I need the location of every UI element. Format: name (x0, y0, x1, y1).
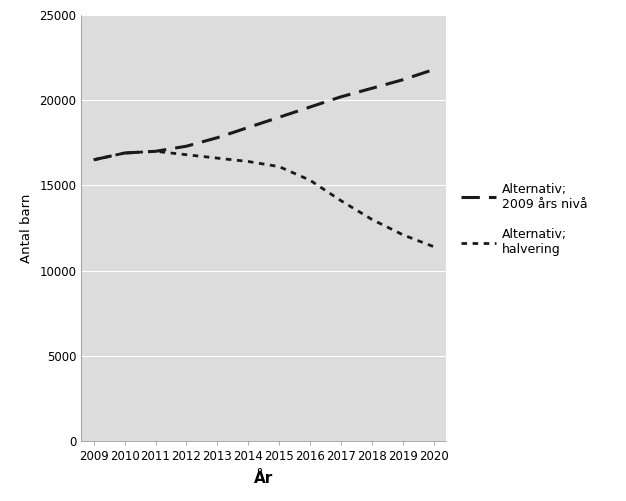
Alternativ;
2009 års nivå (275, 114, 283, 120)
Alternativ;
2009 års nivå (368, 85, 376, 91)
Alternativ;
halvering (430, 243, 438, 249)
Alternativ;
halvering (213, 155, 221, 161)
Alternativ;
halvering (275, 164, 283, 170)
Alternativ;
halvering (121, 150, 128, 156)
Alternativ;
halvering (399, 232, 406, 238)
Alternativ;
halvering (337, 198, 345, 204)
Alternativ;
halvering (368, 216, 376, 222)
Alternativ;
2009 års nivå (90, 157, 98, 163)
Alternativ;
2009 års nivå (151, 148, 159, 154)
X-axis label: År: År (254, 471, 274, 486)
Legend: Alternativ;
2009 års nivå, Alternativ;
halvering: Alternativ; 2009 års nivå, Alternativ; h… (461, 183, 588, 256)
Alternativ;
2009 års nivå (306, 104, 314, 110)
Alternativ;
2009 års nivå (399, 77, 406, 83)
Alternativ;
2009 års nivå (337, 94, 345, 100)
Line: Alternativ;
halvering: Alternativ; halvering (94, 151, 434, 246)
Alternativ;
halvering (90, 157, 98, 163)
Alternativ;
halvering (183, 152, 190, 158)
Alternativ;
2009 års nivå (121, 150, 128, 156)
Alternativ;
2009 års nivå (430, 67, 438, 73)
Alternativ;
2009 års nivå (183, 143, 190, 149)
Alternativ;
2009 års nivå (213, 135, 221, 141)
Alternativ;
halvering (245, 158, 252, 164)
Line: Alternativ;
2009 års nivå: Alternativ; 2009 års nivå (94, 70, 434, 160)
Y-axis label: Antal barn: Antal barn (19, 193, 33, 263)
Alternativ;
halvering (151, 148, 159, 154)
Alternativ;
halvering (306, 177, 314, 183)
Alternativ;
2009 års nivå (245, 124, 252, 130)
